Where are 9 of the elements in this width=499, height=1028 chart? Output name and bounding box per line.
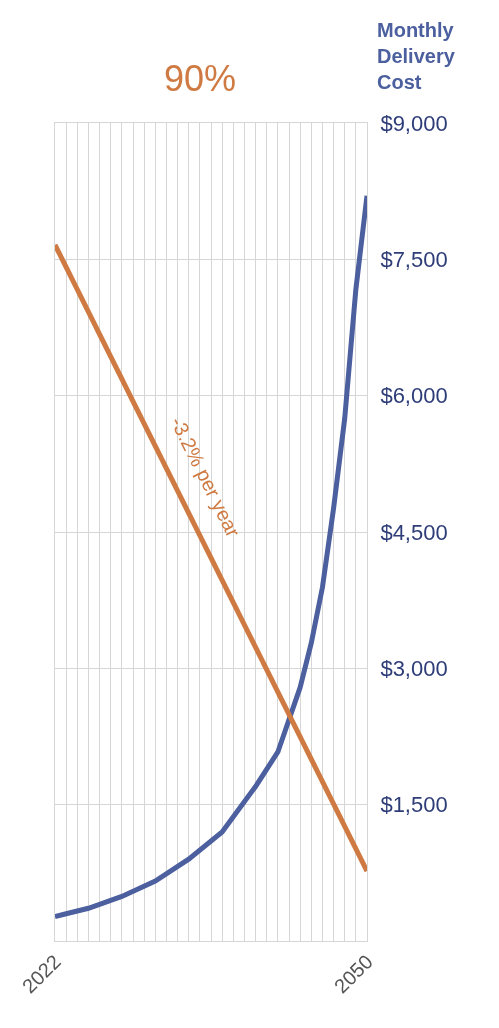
chart-title: 90% <box>164 57 237 99</box>
y-tick-label: $1,500 <box>380 792 448 818</box>
annotation: -3.2% per year <box>166 413 245 541</box>
y-tick-label: $9,000 <box>380 110 448 136</box>
y-tick-label: $3,000 <box>380 656 448 682</box>
y-tick-label: $7,500 <box>380 247 448 273</box>
y-axis-title: Monthly Delivery Cost <box>377 19 456 93</box>
y-tick-label: $6,000 <box>380 383 448 409</box>
y-tick-label: $4,500 <box>380 519 448 545</box>
